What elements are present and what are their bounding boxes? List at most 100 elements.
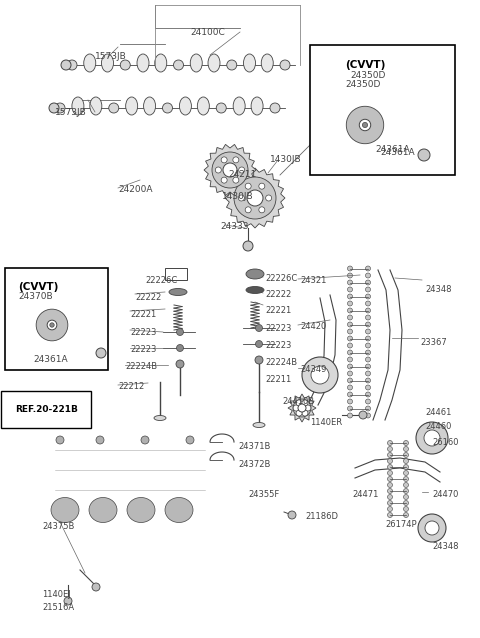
Circle shape [239,195,244,201]
Circle shape [233,177,239,183]
Circle shape [247,190,263,206]
Circle shape [387,452,393,457]
Circle shape [302,400,308,406]
Circle shape [387,477,393,482]
Text: 22211: 22211 [265,375,291,384]
Circle shape [365,392,371,397]
Circle shape [348,350,352,355]
Circle shape [404,512,408,517]
Text: 24350D: 24350D [350,71,385,80]
Ellipse shape [163,103,172,113]
Circle shape [245,207,251,213]
Circle shape [348,329,352,334]
Ellipse shape [243,54,255,72]
Circle shape [234,177,276,219]
Circle shape [298,404,306,412]
Circle shape [49,103,59,113]
Circle shape [223,163,237,177]
Ellipse shape [67,60,77,70]
Circle shape [365,399,371,404]
Circle shape [212,152,248,188]
Circle shape [365,364,371,369]
Circle shape [359,119,371,131]
Circle shape [404,500,408,505]
Text: 24460: 24460 [425,422,451,431]
Circle shape [365,322,371,327]
Circle shape [302,357,338,393]
Text: 24355F: 24355F [248,490,279,499]
Polygon shape [339,99,391,151]
Circle shape [348,371,352,376]
Circle shape [418,149,430,161]
Circle shape [418,514,446,542]
Ellipse shape [126,97,138,115]
Circle shape [387,459,393,463]
Ellipse shape [154,415,166,420]
Circle shape [177,329,183,336]
Bar [5,268,108,370]
Ellipse shape [51,498,79,523]
Circle shape [50,323,54,327]
Ellipse shape [173,60,183,70]
Text: 24371B: 24371B [238,442,270,451]
Circle shape [404,482,408,487]
Circle shape [348,406,352,411]
Circle shape [416,422,448,454]
Polygon shape [204,144,256,196]
Circle shape [47,320,57,330]
Circle shape [265,195,272,201]
Circle shape [387,464,393,470]
Circle shape [296,400,302,406]
Circle shape [365,329,371,334]
Bar [310,45,455,175]
Text: 24333: 24333 [220,222,249,231]
Circle shape [296,410,302,416]
Circle shape [348,322,352,327]
Circle shape [259,183,265,189]
Text: 22223: 22223 [130,328,156,337]
Text: 24321: 24321 [300,276,326,285]
Text: 24471: 24471 [352,490,378,499]
Text: 22223: 22223 [265,324,291,333]
Text: 24361A: 24361A [33,355,68,364]
Circle shape [365,385,371,390]
Text: 22224B: 22224B [125,362,157,371]
Circle shape [186,436,194,444]
Text: 24370B: 24370B [18,292,53,301]
Circle shape [348,413,352,418]
Circle shape [288,511,296,519]
Ellipse shape [251,97,263,115]
Circle shape [348,399,352,404]
Ellipse shape [246,286,264,293]
Ellipse shape [208,54,220,72]
Ellipse shape [72,97,84,115]
Circle shape [404,489,408,494]
Ellipse shape [165,498,193,523]
Text: 24470: 24470 [432,490,458,499]
Circle shape [365,378,371,383]
Circle shape [348,343,352,348]
Circle shape [177,345,183,352]
Polygon shape [288,394,316,422]
Ellipse shape [190,54,202,72]
Text: 24348: 24348 [425,285,452,294]
Circle shape [221,177,227,183]
Text: 22223: 22223 [130,345,156,354]
Text: 24350D: 24350D [345,80,380,89]
Text: 26160: 26160 [432,438,458,447]
Circle shape [365,350,371,355]
Circle shape [348,385,352,390]
Circle shape [424,430,440,446]
Circle shape [36,309,68,341]
Circle shape [348,336,352,341]
Circle shape [387,470,393,475]
Circle shape [255,325,263,332]
Ellipse shape [246,269,264,279]
Circle shape [404,464,408,470]
Ellipse shape [55,103,65,113]
Text: 24100C: 24100C [190,28,225,37]
Text: 22222: 22222 [135,293,161,302]
Circle shape [365,406,371,411]
Circle shape [365,294,371,299]
Ellipse shape [233,97,245,115]
